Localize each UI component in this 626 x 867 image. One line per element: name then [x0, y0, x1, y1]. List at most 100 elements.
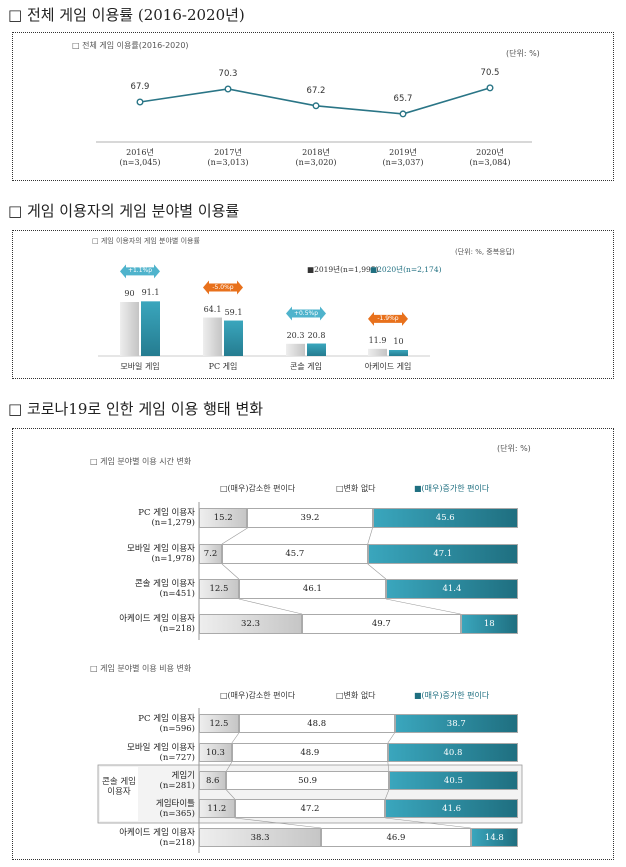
bar-2019 [368, 348, 387, 356]
decreased-segment: 7.2 [199, 544, 222, 564]
row-label-text: 콘솔 게임 이용자 [134, 579, 195, 589]
row-label-n: (n=451) [159, 589, 195, 599]
unchanged-segment: 47.2 [234, 799, 386, 818]
row-label-text: 모바일 게임 이용자 [127, 544, 195, 554]
x-tick-n: (n=3,037) [382, 158, 424, 167]
bar-value: 20.8 [307, 330, 326, 340]
data-point [224, 85, 232, 93]
chart3-frame [12, 428, 614, 860]
data-label: 67.2 [306, 85, 326, 96]
change-arrow-icon [120, 264, 160, 279]
bar-value: 10 [393, 337, 404, 346]
row-label-n: (n=1,279) [151, 518, 195, 528]
connector-line [387, 732, 395, 744]
increased-segment: 38.7 [394, 714, 518, 733]
console-group-label: 콘솔 게임 이용자 [102, 777, 136, 797]
data-point [399, 110, 407, 118]
x-tick-label: 2019년 [389, 148, 417, 157]
unchanged-segment: 39.2 [247, 508, 373, 528]
decreased-segment: 8.6 [199, 771, 227, 790]
decreased-segment: 11.2 [199, 799, 235, 818]
x-tick-label: 2018년 [302, 148, 330, 157]
row-label: PC 게임 이용자 (n=1,279) [138, 508, 195, 528]
connector-line [234, 817, 322, 829]
legend-item: □변화 없다 [336, 484, 376, 493]
increased-segment: 40.5 [388, 771, 518, 790]
unchanged-segment: 46.1 [238, 579, 386, 599]
row-label-text: PC 게임 이용자 [138, 714, 195, 724]
decreased-segment: 12.5 [199, 579, 239, 599]
connector-line [367, 563, 387, 580]
chart2-title: □ 게임 이용자의 게임 분야별 이용률 [92, 237, 200, 245]
x-tick-n: (n=3,020) [295, 158, 337, 167]
bar-value: 90 [124, 289, 135, 298]
row-label-text: 아케이드 게임 이용자 [119, 614, 195, 624]
chart4-title: □ 게임 분야별 이용 비용 변화 [90, 664, 192, 673]
row-label-text: 모바일 게임 이용자 [127, 743, 195, 753]
row-label-n: (n=218) [159, 624, 195, 634]
legend-item: ■(매우)증가한 편이다 [414, 484, 490, 493]
legend-2020: ■2020년(n=2,174) [370, 265, 442, 274]
row-label-n: (n=365) [159, 809, 195, 819]
change-label: +0.5%p [293, 309, 319, 317]
unchanged-segment: 48.9 [231, 743, 388, 762]
x-tick-n: (n=3,084) [469, 158, 511, 167]
increased-segment: 41.4 [385, 579, 518, 599]
row-label: 게임타이틀 (n=365) [156, 799, 195, 819]
category-label: 아케이드 게임 [364, 362, 412, 371]
connector-line [221, 527, 248, 545]
category-label: PC 게임 [208, 362, 238, 371]
change-arrow-icon [286, 306, 326, 321]
data-point [486, 84, 494, 92]
chart1-title: □ 전체 게임 이용률(2016-2020) [72, 41, 189, 50]
change-label: -1.9%p [377, 314, 399, 322]
row-label: 아케이드 게임 이용자 (n=218) [119, 614, 195, 634]
decreased-segment: 12.5 [199, 714, 239, 733]
increased-segment: 18 [460, 614, 518, 634]
data-point [136, 98, 144, 106]
decreased-segment: 10.3 [199, 743, 232, 762]
chart2-frame [12, 230, 614, 379]
data-point [312, 102, 320, 110]
row-label: 모바일 게임 이용자 (n=727) [127, 743, 195, 763]
category-label: 모바일 게임 [120, 362, 160, 371]
legend-item: ■(매우)증가한 편이다 [414, 691, 490, 700]
heading-genre-usage: □ 게임 이용자의 게임 분야별 이용률 [8, 202, 240, 220]
increased-segment: 41.6 [385, 799, 518, 818]
chart2-unit: (단위: %, 중복응답) [455, 248, 515, 256]
bar-value: 64.1 [203, 304, 222, 314]
increased-segment: 14.8 [470, 828, 518, 847]
x-tick-label: 2017년 [214, 148, 242, 157]
change-arrow-icon [368, 311, 408, 326]
row-label: 게임기 (n=281) [160, 771, 195, 791]
bar-2020 [389, 350, 408, 356]
row-label: 아케이드 게임 이용자 (n=218) [119, 828, 195, 848]
decreased-segment: 38.3 [199, 828, 322, 847]
connector-line [385, 598, 461, 615]
legend-item: □(매우)감소한 편이다 [220, 484, 296, 493]
data-label: 70.5 [480, 67, 500, 78]
category-label: 콘솔 게임 [290, 362, 322, 371]
increased-segment: 47.1 [367, 544, 518, 564]
connector-line [231, 732, 240, 744]
decreased-segment: 32.3 [199, 614, 303, 634]
connector-line [387, 761, 390, 772]
legend-2019: ■2019년(n=1,995) [307, 265, 379, 274]
row-label-n: (n=281) [159, 781, 195, 791]
connector-line [367, 527, 373, 545]
connector-line [238, 598, 303, 615]
chart1-unit: (단위: %) [506, 49, 540, 58]
row-label-text: 게임타이틀 [155, 799, 195, 809]
change-label: +1.1%p [127, 267, 153, 275]
row-label-n: (n=727) [159, 753, 195, 763]
bar-2019 [203, 317, 222, 356]
change-label: -5.0%p [212, 283, 234, 291]
bar-2020 [224, 320, 243, 356]
unchanged-segment: 50.9 [226, 771, 389, 790]
row-label-n: (n=1,978) [151, 554, 195, 564]
heading-overall-usage: □ 전체 게임 이용률 (2016-2020년) [8, 6, 245, 24]
bar-value: 20.3 [286, 330, 305, 340]
row-label: 콘솔 게임 이용자 (n=451) [135, 579, 195, 599]
data-label: 67.9 [130, 82, 150, 92]
